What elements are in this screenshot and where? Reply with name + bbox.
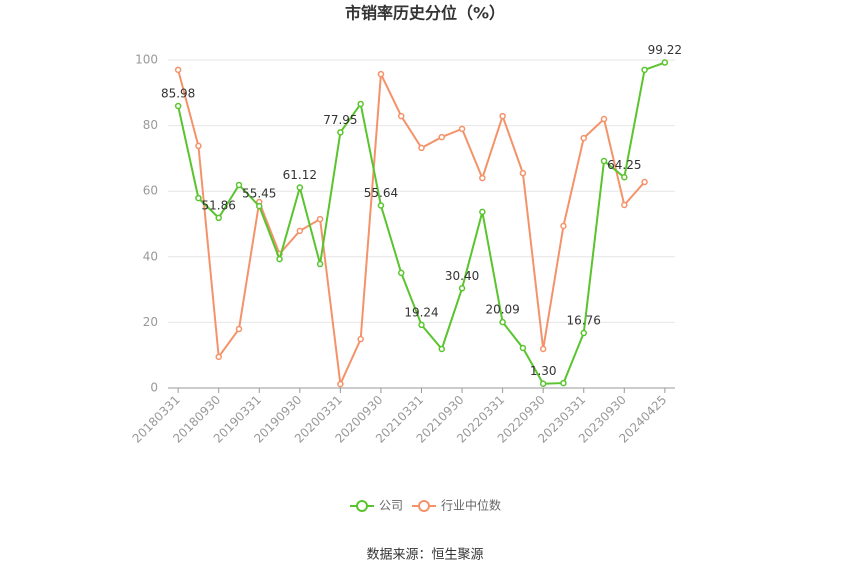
point bbox=[560, 379, 567, 387]
point bbox=[397, 112, 405, 120]
point bbox=[276, 255, 283, 263]
data-label: 64.25 bbox=[607, 158, 641, 172]
data-label: 85.98 bbox=[161, 86, 195, 100]
point bbox=[519, 169, 527, 177]
series-line bbox=[177, 69, 646, 388]
point bbox=[377, 70, 385, 78]
point bbox=[479, 174, 486, 182]
point bbox=[499, 318, 506, 326]
point bbox=[458, 125, 466, 133]
point bbox=[357, 100, 364, 108]
y-tick-label: 40 bbox=[143, 249, 158, 263]
point bbox=[215, 214, 222, 222]
data-label: 30.40 bbox=[445, 269, 479, 283]
point bbox=[256, 202, 263, 210]
legend-marker bbox=[418, 500, 430, 512]
point bbox=[479, 208, 486, 216]
point bbox=[377, 202, 385, 209]
point bbox=[195, 194, 202, 202]
point bbox=[195, 142, 202, 150]
point bbox=[296, 227, 304, 235]
y-tick-label: 80 bbox=[143, 118, 158, 132]
point bbox=[418, 321, 425, 329]
y-tick-label: 60 bbox=[143, 184, 158, 198]
y-tick-label: 20 bbox=[143, 315, 158, 329]
point bbox=[600, 157, 608, 165]
legend-label: 行业中位数 bbox=[441, 498, 501, 513]
point bbox=[641, 178, 648, 186]
point bbox=[296, 184, 304, 191]
point bbox=[458, 285, 466, 292]
point bbox=[174, 102, 182, 110]
point bbox=[661, 59, 669, 66]
data-label: 55.64 bbox=[364, 186, 398, 200]
point bbox=[539, 345, 547, 353]
point bbox=[337, 380, 344, 388]
source: 数据来源：恒生聚源 bbox=[366, 548, 483, 563]
point bbox=[316, 215, 324, 223]
legend-marker bbox=[356, 500, 368, 512]
data-label: 51.86 bbox=[202, 198, 236, 212]
chart-title: 市销率历史分位（%） bbox=[345, 4, 505, 23]
point bbox=[600, 115, 608, 123]
point bbox=[519, 344, 527, 352]
point bbox=[499, 112, 506, 120]
point bbox=[397, 269, 405, 277]
data-label: 61.12 bbox=[283, 168, 317, 182]
point bbox=[621, 201, 628, 209]
point bbox=[580, 329, 587, 337]
point bbox=[641, 66, 648, 74]
point bbox=[621, 174, 628, 181]
point bbox=[357, 335, 364, 343]
point bbox=[316, 260, 324, 268]
data-label: 99.22 bbox=[648, 43, 682, 57]
data-label: 1.30 bbox=[530, 364, 557, 378]
point bbox=[438, 133, 446, 141]
data-label: 55.45 bbox=[242, 187, 276, 201]
data-label: 77.95 bbox=[323, 113, 357, 127]
point bbox=[580, 134, 587, 142]
point bbox=[438, 345, 446, 353]
legend-label: 公司 bbox=[379, 499, 403, 513]
point bbox=[539, 380, 547, 387]
point bbox=[215, 353, 222, 361]
point bbox=[560, 222, 567, 230]
data-label: 20.09 bbox=[485, 303, 519, 317]
point bbox=[418, 144, 425, 152]
point bbox=[235, 325, 243, 333]
y-tick-label: 0 bbox=[150, 381, 158, 395]
point bbox=[174, 66, 182, 74]
data-label: 19.24 bbox=[404, 305, 438, 319]
data-label: 16.76 bbox=[567, 314, 601, 328]
y-tick-label: 100 bbox=[135, 53, 158, 67]
series-line bbox=[177, 61, 666, 385]
point bbox=[337, 129, 344, 136]
point bbox=[235, 181, 243, 189]
